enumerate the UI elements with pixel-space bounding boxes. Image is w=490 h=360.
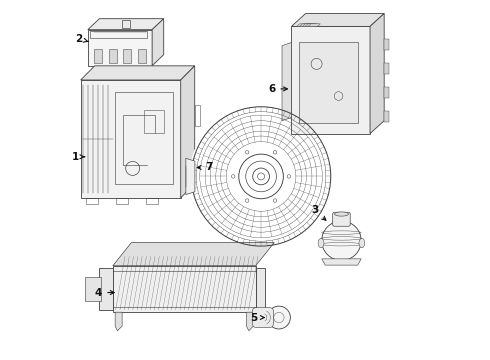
Bar xyxy=(122,20,130,28)
Bar xyxy=(86,198,98,204)
Bar xyxy=(115,92,172,184)
Bar xyxy=(113,266,256,312)
Text: 6: 6 xyxy=(268,84,288,94)
Polygon shape xyxy=(186,158,195,194)
Circle shape xyxy=(322,221,361,261)
Polygon shape xyxy=(297,24,309,26)
Polygon shape xyxy=(88,30,152,66)
Polygon shape xyxy=(88,19,164,30)
Polygon shape xyxy=(292,26,370,134)
Bar xyxy=(94,49,102,63)
Circle shape xyxy=(190,105,332,247)
Ellipse shape xyxy=(359,238,365,248)
FancyBboxPatch shape xyxy=(333,212,350,226)
Polygon shape xyxy=(246,312,253,331)
Bar xyxy=(384,111,389,122)
Bar xyxy=(90,31,147,38)
Bar xyxy=(195,148,200,170)
Polygon shape xyxy=(370,14,384,134)
Ellipse shape xyxy=(318,238,324,248)
Text: 3: 3 xyxy=(311,205,326,220)
Polygon shape xyxy=(308,24,320,26)
Polygon shape xyxy=(292,14,384,26)
Text: 7: 7 xyxy=(197,162,213,172)
FancyBboxPatch shape xyxy=(252,308,273,327)
Ellipse shape xyxy=(335,212,348,216)
Bar xyxy=(138,49,146,63)
Text: 2: 2 xyxy=(75,34,88,44)
Polygon shape xyxy=(299,24,312,26)
Polygon shape xyxy=(113,243,274,266)
Bar xyxy=(299,42,358,123)
Polygon shape xyxy=(181,66,195,198)
Bar xyxy=(384,39,389,50)
Text: 4: 4 xyxy=(95,288,114,297)
Bar xyxy=(146,198,158,204)
Bar xyxy=(108,49,117,63)
Text: 1: 1 xyxy=(72,152,85,162)
Bar xyxy=(116,198,128,204)
Bar xyxy=(195,105,200,126)
Polygon shape xyxy=(305,24,318,26)
Bar xyxy=(85,277,101,301)
Polygon shape xyxy=(282,42,292,121)
Bar xyxy=(144,110,164,133)
Text: 5: 5 xyxy=(250,312,264,323)
Polygon shape xyxy=(322,259,361,265)
Polygon shape xyxy=(81,80,181,198)
Polygon shape xyxy=(115,312,122,331)
Polygon shape xyxy=(256,268,265,310)
Circle shape xyxy=(268,306,291,329)
Bar xyxy=(384,63,389,73)
Polygon shape xyxy=(302,24,315,26)
Polygon shape xyxy=(152,19,164,66)
Polygon shape xyxy=(99,268,113,310)
Bar xyxy=(384,87,389,98)
Polygon shape xyxy=(81,66,195,80)
Bar xyxy=(123,49,131,63)
